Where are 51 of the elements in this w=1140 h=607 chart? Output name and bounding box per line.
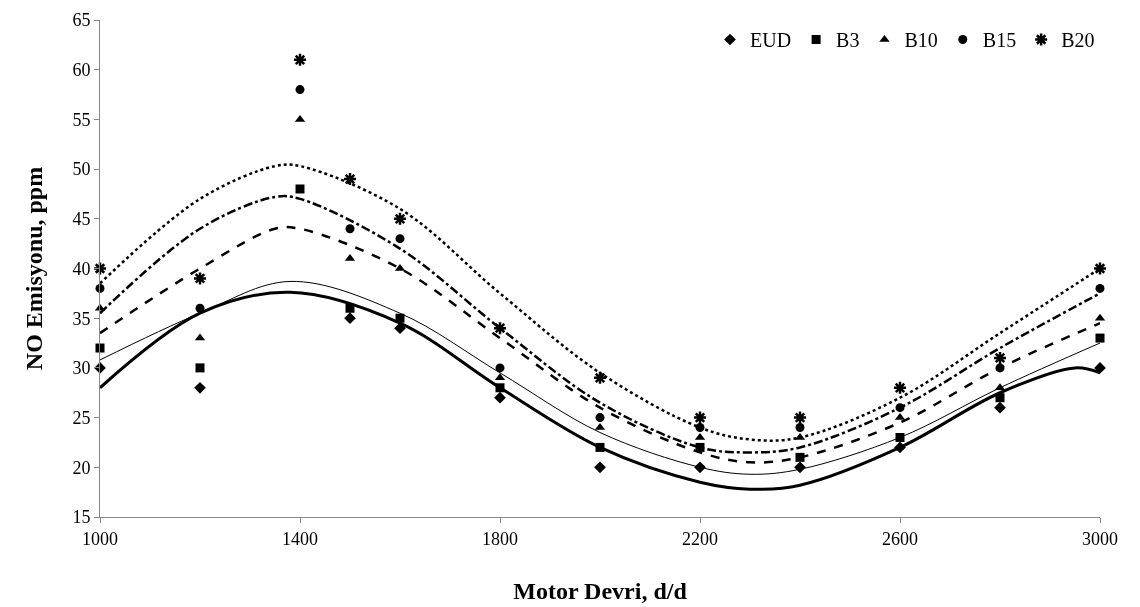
point: [1095, 283, 1105, 293]
point: [295, 85, 305, 95]
point: [795, 423, 805, 433]
point: [592, 370, 608, 386]
y-tick-label: 65: [72, 10, 91, 31]
point: [295, 184, 305, 194]
point: [195, 363, 205, 373]
legend-label: B3: [836, 29, 860, 52]
y-tick-label: 55: [72, 109, 91, 130]
point: [992, 350, 1008, 366]
y-tick-label: 15: [72, 507, 91, 528]
point: [892, 380, 908, 396]
point: [1092, 261, 1108, 276]
y-tick-label: 20: [72, 457, 91, 478]
point: [342, 171, 358, 187]
point: [292, 52, 308, 68]
x-tick-label: 2200: [682, 528, 718, 549]
point: [595, 413, 605, 423]
point: [395, 234, 405, 244]
legend-label: EUD: [750, 29, 792, 52]
point: [92, 261, 108, 276]
x-axis-title: Motor Devri, d/d: [513, 578, 688, 604]
y-tick-label: 45: [72, 209, 91, 230]
y-tick-label: 40: [72, 258, 91, 279]
legend-label: B20: [1061, 29, 1095, 52]
y-axis-title: NO Emisyonu, ppm: [21, 166, 47, 371]
y-tick-label: 35: [72, 308, 91, 329]
point: [494, 391, 506, 404]
point: [192, 271, 208, 286]
x-tick-label: 1800: [482, 528, 518, 549]
point: [594, 461, 606, 474]
y-tick-label: 50: [72, 159, 91, 180]
point: [345, 224, 355, 234]
x-tick-label: 1000: [82, 528, 118, 549]
point: [994, 401, 1006, 414]
point: [792, 410, 808, 425]
point: [1095, 333, 1105, 343]
point: [495, 363, 505, 373]
legend-label: B15: [982, 29, 1017, 52]
point: [344, 312, 356, 325]
y-tick-label: 25: [72, 407, 91, 428]
point: [492, 320, 508, 336]
point: [692, 410, 708, 425]
point: [194, 381, 206, 394]
x-tick-label: 3000: [1082, 528, 1118, 549]
y-tick-label: 60: [72, 60, 91, 80]
legend-label: B10: [904, 29, 938, 52]
point: [392, 211, 408, 227]
x-tick-label: 2600: [882, 528, 918, 549]
y-tick-label: 30: [72, 358, 91, 379]
x-tick-label: 1400: [282, 528, 318, 549]
